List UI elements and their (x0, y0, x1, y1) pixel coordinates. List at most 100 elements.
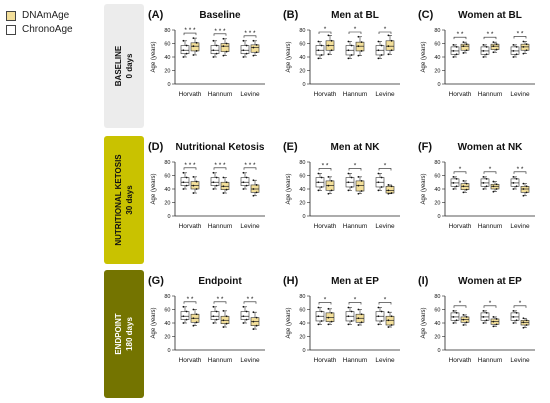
y-axis-label: Age (years) (421, 173, 427, 204)
data-point (360, 190, 363, 192)
data-point (225, 322, 228, 325)
data-point (192, 45, 195, 48)
legend-item-dnamage: DNAmAge (6, 10, 69, 21)
data-point (515, 319, 518, 322)
data-point (465, 49, 468, 52)
data-point (377, 189, 380, 192)
data-point (452, 43, 455, 46)
data-point (377, 40, 380, 43)
data-point (492, 180, 495, 183)
data-point (525, 324, 528, 326)
data-point (242, 171, 245, 174)
y-tick-label: 80 (434, 28, 440, 34)
data-point (495, 188, 498, 190)
data-point (195, 188, 198, 190)
data-point (327, 316, 330, 319)
x-tick-label: Horvath (449, 357, 472, 364)
data-point (455, 177, 458, 180)
data-point (452, 56, 455, 58)
significance-label: * * * (244, 162, 256, 169)
data-point (377, 306, 380, 309)
significance-label: * (354, 26, 357, 33)
y-tick-label: 20 (164, 201, 170, 207)
data-point (387, 326, 390, 328)
y-tick-label: 40 (164, 187, 170, 193)
data-point (512, 175, 515, 178)
significance-label: * * (187, 296, 194, 303)
panel-letter: (I) (418, 275, 429, 287)
y-tick-label: 80 (299, 28, 305, 34)
box-chronoage (240, 45, 250, 54)
data-point (357, 45, 360, 48)
chart-title: Men at BL (331, 10, 379, 21)
data-point (222, 326, 225, 328)
data-point (525, 191, 528, 194)
panel-letter: (F) (418, 141, 432, 153)
panel-letter: (H) (283, 275, 299, 287)
legend-label-chronoage: ChronoAge (22, 24, 73, 35)
data-point (242, 188, 245, 190)
data-point (380, 310, 383, 313)
significance-bracket (318, 168, 332, 171)
data-point (255, 191, 258, 194)
chart-panel-6: (F) Women at NK Age (years) 0 20 40 60 80 Horvat… (418, 141, 535, 230)
legend-item-chronoage: ChronoAge (6, 24, 73, 35)
data-point (327, 323, 330, 326)
data-point (222, 309, 225, 312)
data-point (212, 49, 215, 52)
data-point (350, 176, 353, 179)
data-point (452, 50, 455, 52)
data-point (482, 188, 485, 190)
data-point (182, 171, 185, 174)
y-tick-label: 60 (434, 308, 440, 314)
panel-letter: (A) (148, 9, 164, 21)
data-point (320, 44, 323, 47)
data-point (482, 175, 485, 178)
data-point (222, 176, 225, 179)
box-chronoage (240, 311, 250, 320)
data-point (222, 45, 225, 48)
data-point (492, 185, 495, 188)
y-tick-label: 80 (434, 160, 440, 166)
y-tick-label: 80 (164, 160, 170, 166)
chart-panel-9: (I) Women at EP Age (years) 0 20 40 60 80 Horvat… (418, 275, 535, 364)
data-point (522, 182, 525, 185)
data-point (320, 186, 323, 188)
data-point (185, 184, 188, 187)
data-point (455, 311, 458, 314)
data-point (377, 181, 380, 184)
data-point (357, 35, 360, 38)
data-point (495, 43, 498, 46)
significance-bracket (243, 301, 257, 304)
y-tick-label: 80 (299, 160, 305, 166)
phase-block-endpoint: ENDPOINT 180 days (104, 270, 144, 398)
data-point (185, 310, 188, 313)
data-point (347, 181, 350, 184)
data-point (327, 53, 330, 56)
chart-title: Men at EP (331, 276, 379, 287)
y-axis-label: Age (years) (151, 41, 157, 72)
data-point (360, 50, 363, 52)
data-point (357, 308, 360, 311)
data-point (380, 44, 383, 47)
significance-label: * * (247, 296, 254, 303)
y-tick-label: 0 (302, 214, 305, 220)
significance-label: * * (217, 296, 224, 303)
significance-label: * * (487, 31, 494, 38)
significance-bracket (453, 305, 467, 308)
significance-label: * (324, 296, 327, 303)
significance-bracket (513, 305, 527, 308)
data-point (252, 320, 255, 323)
significance-label: * (384, 162, 387, 169)
chart-title: Nutritional Ketosis (176, 142, 265, 153)
data-point (390, 315, 393, 318)
x-tick-label: Hannum (208, 223, 233, 230)
significance-label: * (384, 26, 387, 33)
data-point (330, 39, 333, 42)
data-point (492, 45, 495, 48)
x-tick-label: Horvath (314, 357, 337, 364)
significance-label: * (459, 166, 462, 173)
significance-label: * * (457, 31, 464, 38)
data-point (485, 319, 488, 322)
